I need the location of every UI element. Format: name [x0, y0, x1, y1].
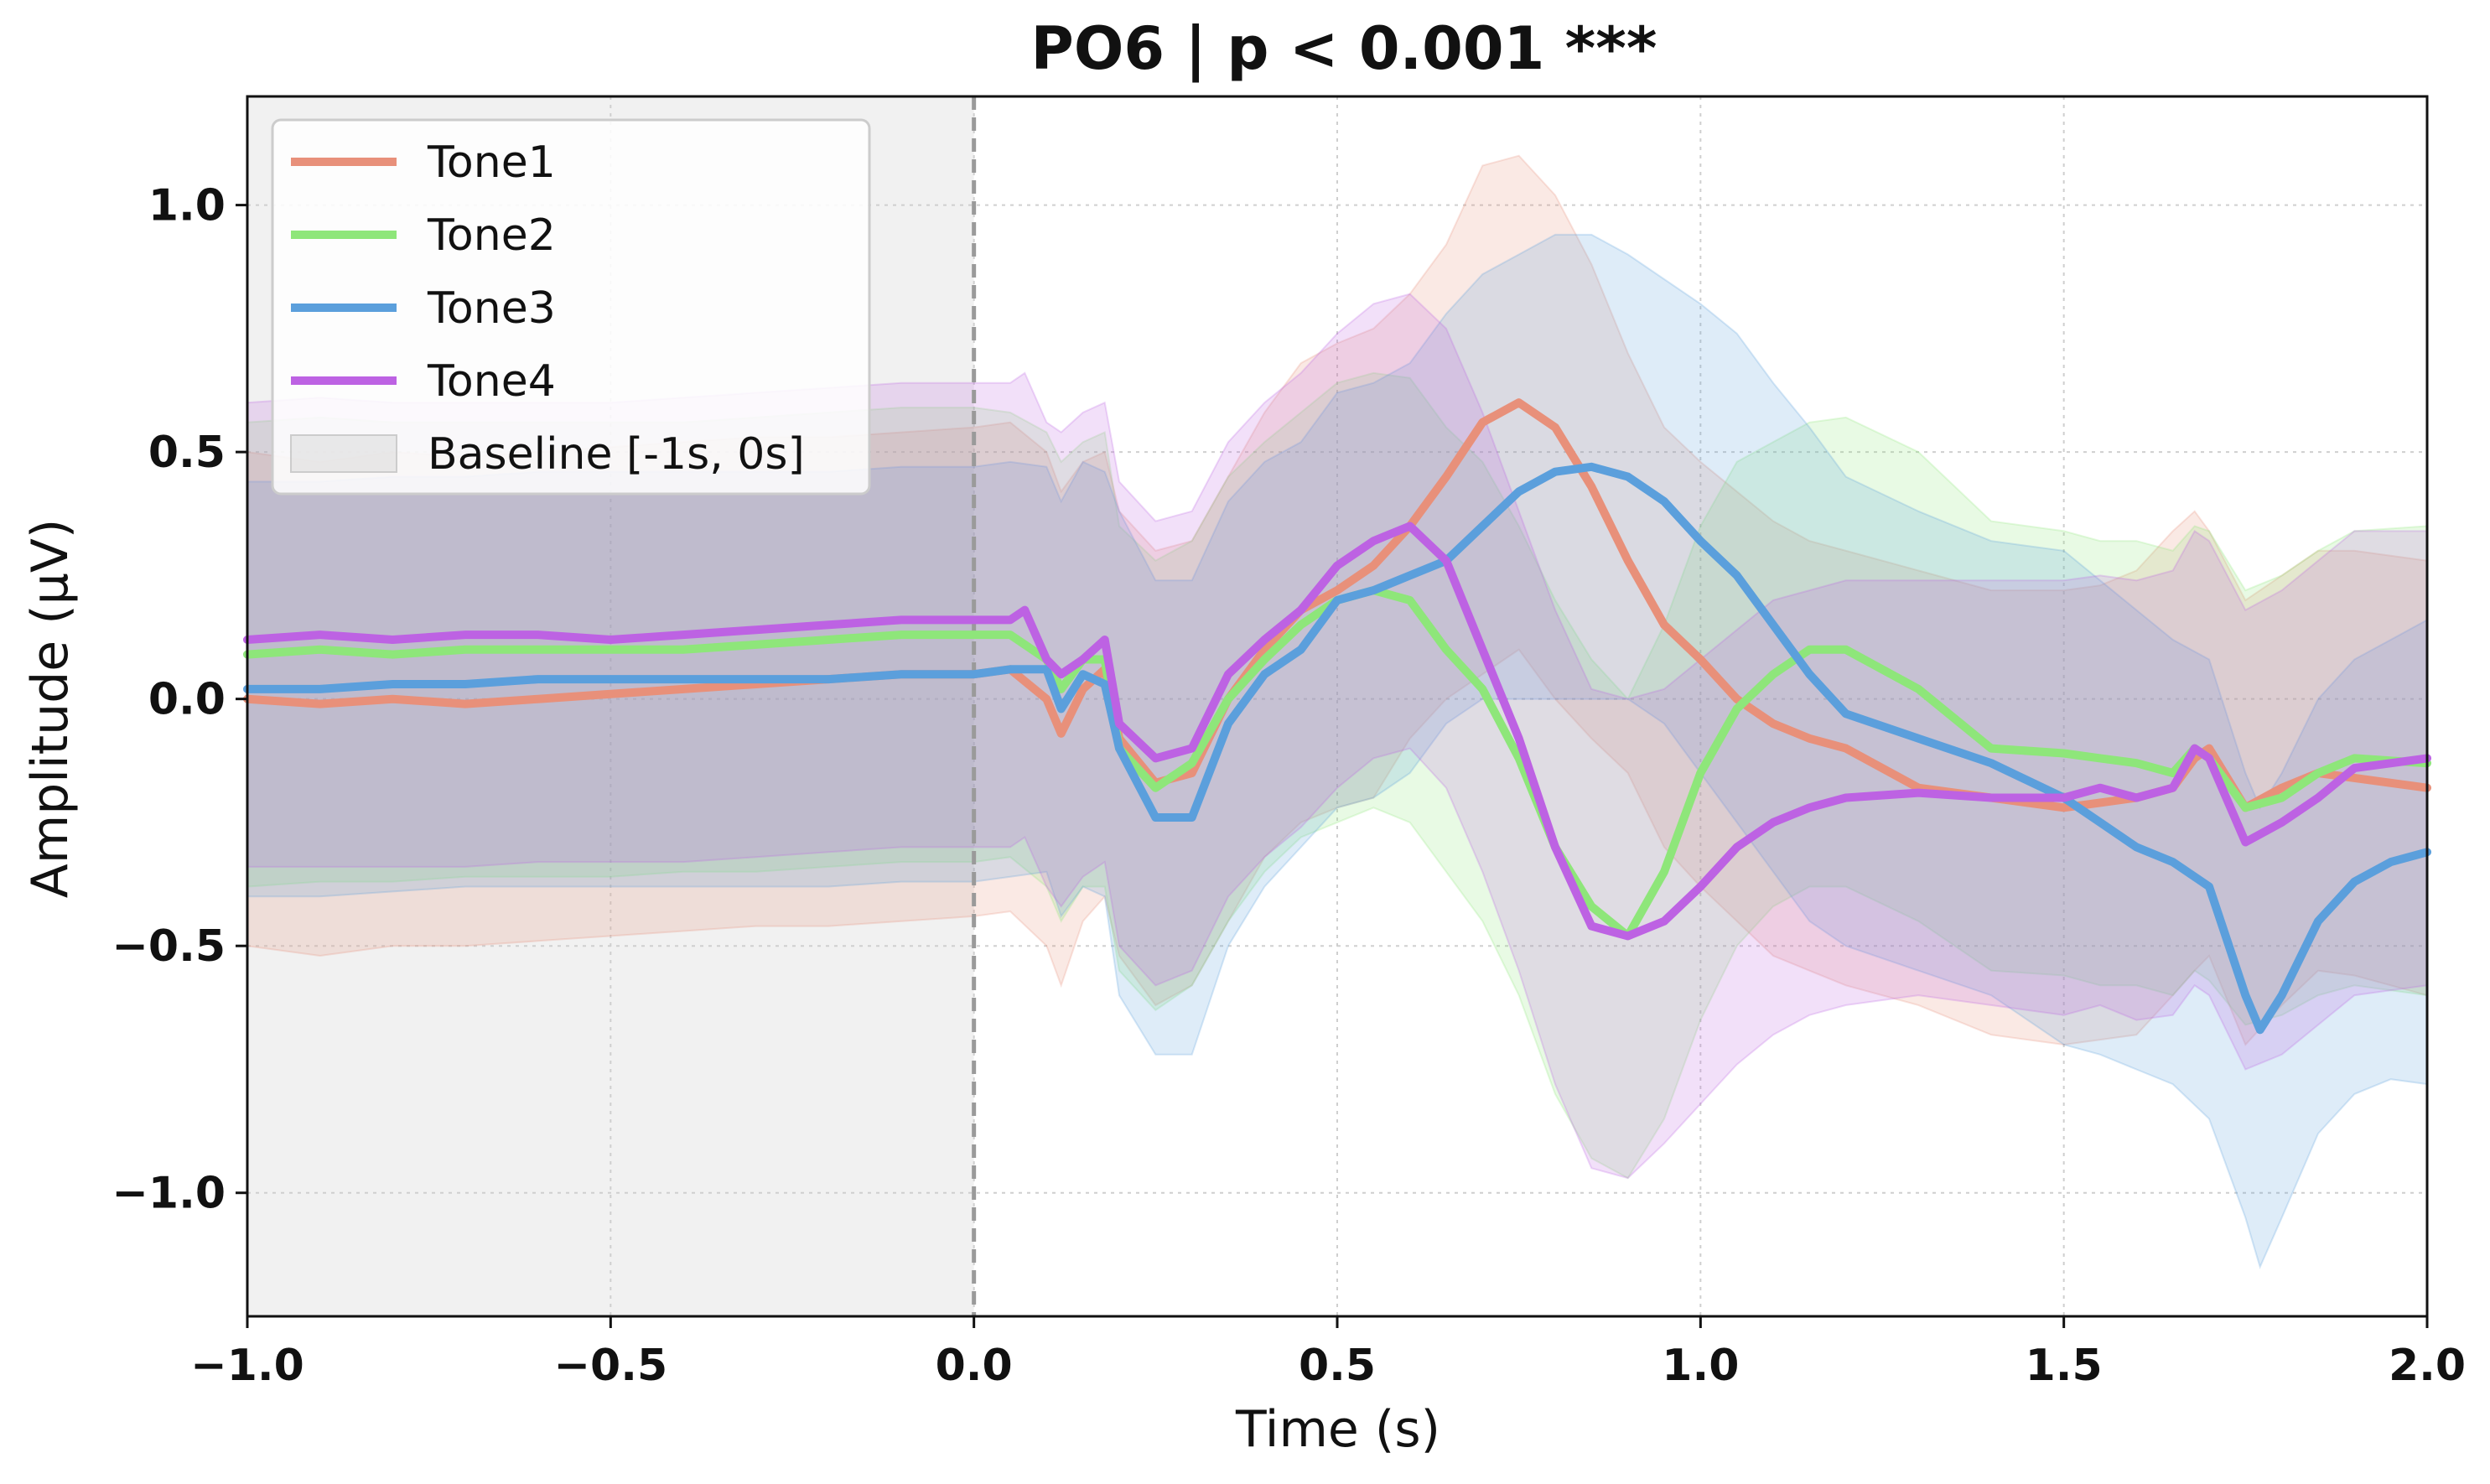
legend-label-tone2: Tone2 [427, 210, 556, 261]
y-tick-label: −1.0 [112, 1169, 226, 1219]
ticks-layer: −1.0 −0.5 0.0 0.5 1.0 1.5 2.0 1.0 0.5 0.0 −0.5 −1.0 [112, 181, 2466, 1391]
y-tick-label: −0.5 [112, 921, 226, 972]
x-tick-label: 1.0 [1662, 1341, 1739, 1391]
legend: Tone1 Tone2 Tone3 Tone4 Baseline [-1s, 0s] [271, 118, 871, 496]
legend-label-tone3: Tone3 [427, 283, 556, 334]
y-tick-label: 0.0 [148, 675, 226, 725]
legend-swatch-baseline [290, 434, 397, 473]
legend-label-baseline: Baseline [-1s, 0s] [428, 429, 805, 480]
x-axis-label: Time (s) [1235, 1400, 1440, 1459]
line-tone4 [243, 521, 2431, 941]
line-tone2 [243, 586, 2431, 941]
x-tick-label: −1.0 [190, 1341, 304, 1391]
series-lines-layer [243, 398, 2431, 1035]
x-tick-label: 0.0 [936, 1341, 1013, 1391]
x-tick-label: 2.0 [2389, 1341, 2466, 1391]
x-tick-label: 0.5 [1299, 1341, 1376, 1391]
legend-box [271, 118, 871, 496]
legend-label-tone1: Tone1 [427, 138, 556, 188]
x-tick-label: 1.5 [2026, 1341, 2103, 1391]
x-tick-label: −0.5 [553, 1341, 667, 1391]
legend-label-tone4: Tone4 [427, 356, 556, 407]
y-axis-label: Amplitude (μV) [21, 519, 80, 899]
chart-title: PO6 | p < 0.001 *** [1031, 14, 1657, 83]
y-tick-label: 1.0 [148, 181, 226, 231]
y-tick-label: 0.5 [148, 428, 226, 478]
